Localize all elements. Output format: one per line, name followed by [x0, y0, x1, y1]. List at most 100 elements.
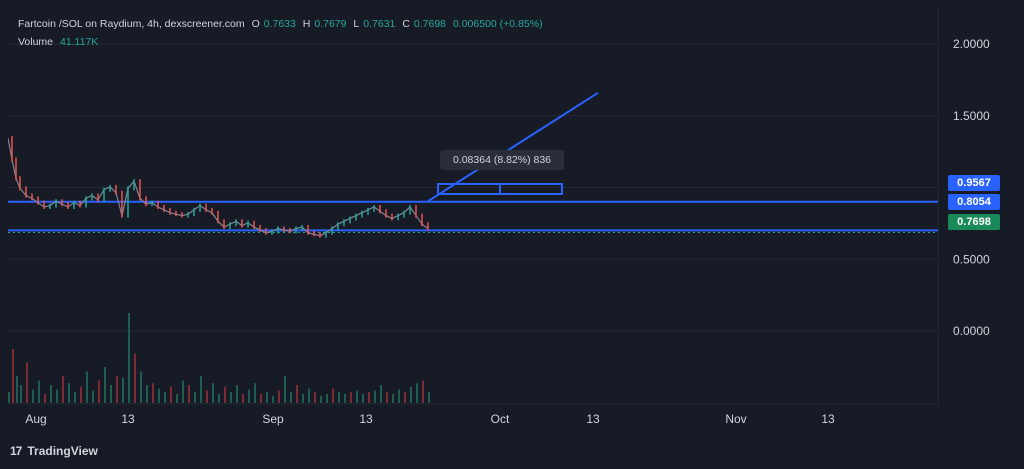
x-tick-label: 13	[586, 412, 600, 426]
volume-bar	[266, 392, 268, 403]
volume-bar	[398, 389, 400, 403]
volume-bar	[254, 383, 256, 403]
volume-bar	[98, 380, 100, 403]
volume-bar	[20, 385, 22, 403]
x-tick-label: 13	[121, 412, 135, 426]
y-tick-label: 0.5000	[953, 252, 990, 266]
volume-bar	[296, 385, 298, 403]
x-tick-label: Oct	[491, 412, 510, 426]
volume-bar	[170, 386, 172, 403]
volume-bar	[284, 376, 286, 403]
volume-bar	[236, 385, 238, 403]
volume-bar	[422, 380, 424, 403]
volume-bar	[128, 313, 130, 403]
volume-bar	[182, 380, 184, 403]
volume-bar	[374, 390, 376, 403]
price-badge-current: 0.7698	[948, 214, 1000, 230]
volume-bar	[56, 389, 58, 403]
chart-svg[interactable]: 2.0000 1.5000 0.5000 0.0000 Aug 13 Sep 13 Oct 13 N…	[8, 8, 1010, 432]
volume-bar	[68, 383, 70, 403]
low-label: L	[353, 18, 360, 30]
volume-bar	[392, 394, 394, 403]
volume-bar	[356, 390, 358, 403]
volume-bar	[404, 392, 406, 403]
measure-tooltip: 0.08364 (8.82%) 836	[440, 150, 564, 170]
volume-bar	[212, 383, 214, 403]
price-badge-high: 0.9567	[948, 175, 1000, 191]
volume-bar	[308, 388, 310, 403]
volume-bar	[218, 394, 220, 403]
volume-bar	[428, 392, 430, 403]
y-tick-label: 1.5000	[953, 109, 990, 123]
tradingview-brand: TradingView	[27, 444, 98, 458]
legend-volume: Volume 41.117K	[18, 36, 102, 48]
price-line	[8, 137, 429, 237]
x-tick-label: Aug	[25, 412, 46, 426]
volume-bar	[344, 394, 346, 403]
x-tick-label: 13	[821, 412, 835, 426]
volume-bar	[134, 353, 136, 403]
y-tick-label: 0.0000	[953, 324, 990, 338]
volume-bar	[242, 394, 244, 403]
volume-bar	[116, 376, 118, 403]
volume-bar	[206, 390, 208, 403]
volume-bar	[332, 388, 334, 403]
volume-bar	[92, 390, 94, 403]
volume-bar	[386, 392, 388, 403]
volume-bar	[320, 395, 322, 403]
x-tick-label: Nov	[725, 412, 746, 426]
volume-bar	[368, 392, 370, 403]
volume-bar	[12, 349, 14, 403]
volume-bar	[86, 371, 88, 403]
volume-bar	[62, 376, 64, 403]
open-label: O	[251, 18, 260, 30]
chart-area[interactable]: 2.0000 1.5000 0.5000 0.0000 Aug 13 Sep 13 Oct 13 N…	[8, 8, 1010, 432]
high-value: 0.7679	[314, 18, 347, 30]
tradingview-footer[interactable]: 17 TradingView	[10, 444, 98, 458]
volume-bar	[194, 392, 196, 403]
volume-bar	[314, 392, 316, 403]
volume-bar	[8, 392, 10, 403]
tradingview-logo-icon: 17	[10, 444, 22, 458]
volume-bar	[140, 371, 142, 403]
volume-bar	[26, 362, 28, 403]
volume-label[interactable]: Volume	[18, 36, 54, 48]
volume-bar	[50, 385, 52, 403]
change-value: 0.006500 (+0.85%)	[452, 18, 543, 30]
volume-bar	[278, 390, 280, 403]
volume-bar	[188, 385, 190, 403]
volume-bar	[80, 386, 82, 403]
legend-ohlc: Fartcoin /SOL on Raydium, 4h, dexscreene…	[18, 18, 547, 30]
volume-bar	[74, 392, 76, 403]
volume-bar	[38, 380, 40, 403]
volume-bar	[230, 392, 232, 403]
volume-bar	[158, 388, 160, 403]
volume-bar	[302, 394, 304, 403]
close-value: 0.7698	[413, 18, 447, 30]
volume-bar	[224, 386, 226, 403]
volume-bar	[104, 367, 106, 403]
volume-bar	[260, 394, 262, 403]
volume-bar	[176, 394, 178, 403]
high-label: H	[302, 18, 311, 30]
volume-bar	[200, 376, 202, 403]
close-label: C	[402, 18, 410, 30]
volume-bar	[362, 394, 364, 403]
volume-bar	[416, 383, 418, 403]
volume-bar	[350, 392, 352, 403]
y-tick-label: 2.0000	[953, 37, 990, 51]
low-value: 0.7631	[363, 18, 396, 30]
volume-bar	[110, 385, 112, 403]
volume-bar	[164, 392, 166, 403]
volume-bar	[122, 377, 124, 403]
volume-bar	[44, 394, 46, 403]
volume-bar	[248, 389, 250, 403]
volume-bar	[152, 383, 154, 403]
volume-bar	[380, 385, 382, 403]
volume-bar	[326, 394, 328, 403]
x-tick-label: 13	[359, 412, 373, 426]
volume-bar	[410, 386, 412, 403]
volume-bar	[338, 392, 340, 403]
symbol-label[interactable]: Fartcoin /SOL on Raydium, 4h, dexscreene…	[18, 18, 245, 30]
